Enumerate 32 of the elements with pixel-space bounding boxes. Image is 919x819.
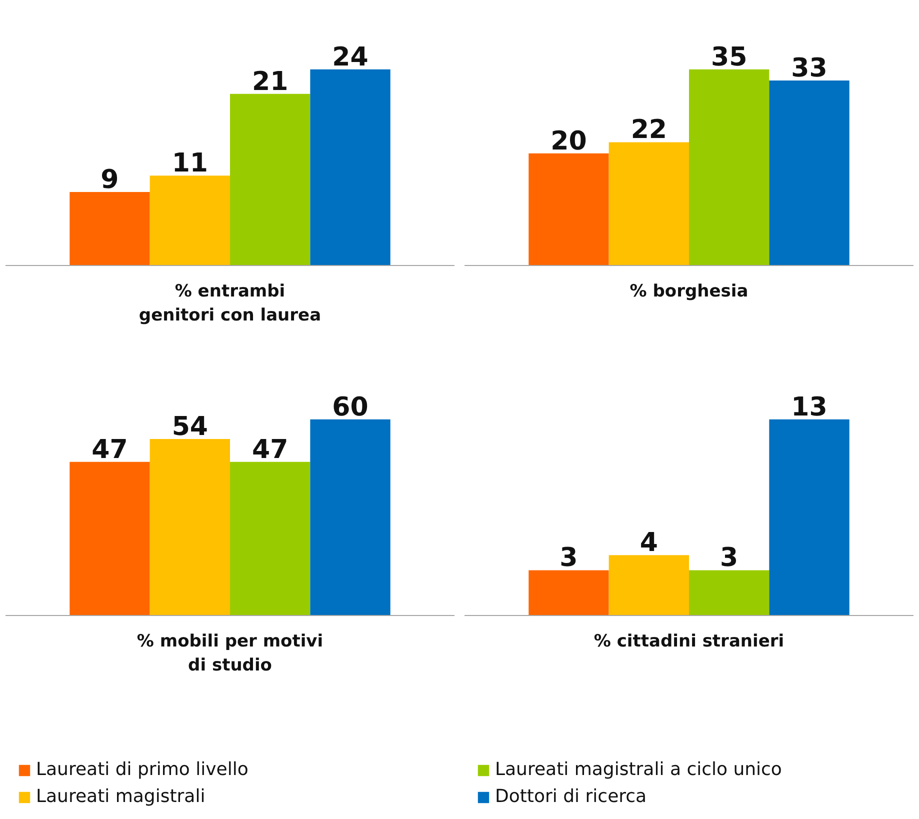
- data-label: 11: [172, 148, 208, 179]
- legend-label: Dottori di ricerca: [495, 786, 647, 807]
- data-label: 35: [711, 42, 748, 72]
- bar: [310, 69, 390, 266]
- data-label: 22: [630, 115, 668, 146]
- data-label: 13: [791, 392, 828, 422]
- data-label: 60: [332, 392, 368, 422]
- x-axis-title: % cittadini stranieri: [594, 632, 784, 652]
- data-label: 21: [252, 66, 288, 97]
- data-label: 54: [172, 412, 208, 442]
- legend-label: Laureati magistrali: [36, 786, 206, 807]
- legend-label: Laureati magistrali a ciclo unico: [495, 759, 782, 780]
- data-label: 20: [550, 126, 587, 156]
- bar: [689, 69, 770, 266]
- bar: [230, 94, 310, 266]
- bar: [608, 142, 689, 266]
- x-axis-title: % mobili per motivi di studio: [136, 632, 324, 676]
- data-label: 3: [560, 543, 578, 574]
- x-axis-title: % borghesia: [630, 282, 748, 302]
- bar: [70, 192, 150, 266]
- data-label: 47: [92, 434, 128, 465]
- data-label: 33: [791, 54, 828, 84]
- bar: [769, 80, 850, 266]
- data-label: 47: [252, 434, 288, 465]
- bar: [528, 153, 609, 266]
- bar: [150, 176, 230, 266]
- data-label: 24: [332, 42, 368, 72]
- data-label: 3: [720, 543, 738, 574]
- x-axis-title: % entrambi genitori con laurea: [138, 282, 322, 326]
- data-label: 4: [640, 528, 658, 558]
- data-label: 9: [100, 164, 119, 195]
- legend-label: Laureati di primo livello: [36, 759, 248, 780]
